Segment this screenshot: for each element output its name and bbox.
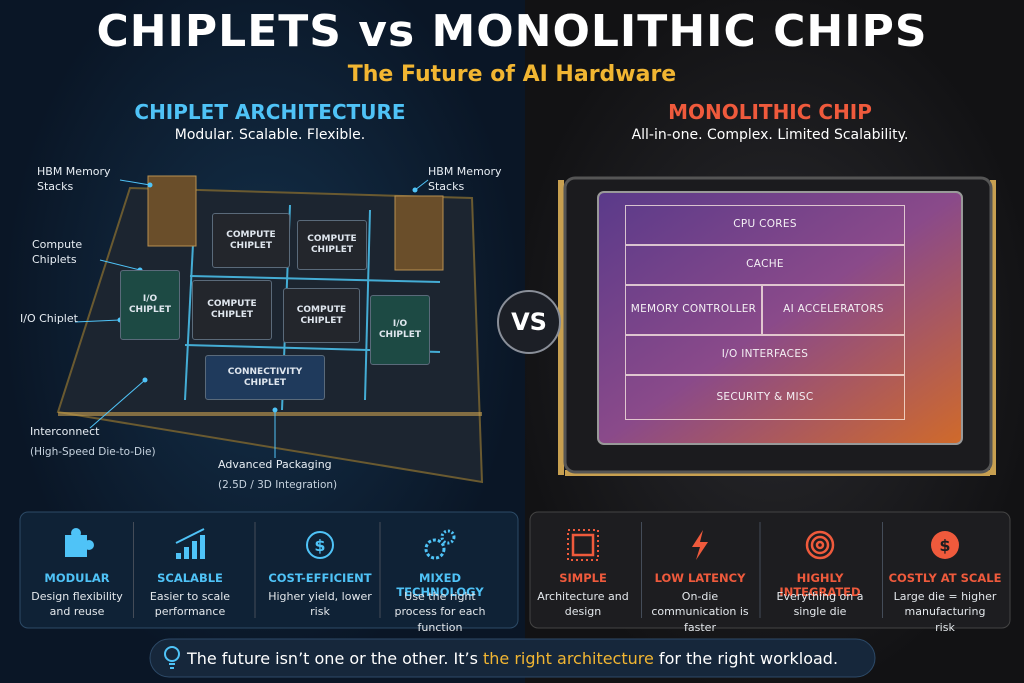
chiplet: CONNECTIVITY CHIPLET [205,355,325,400]
vs-label: VS [511,308,547,336]
icon [424,538,446,560]
icon [192,541,197,559]
icon [815,540,825,550]
feature-text: Higher yield, lower risk [268,590,372,619]
die-block: SECURITY & MISC [625,375,905,420]
right-title: MONOLITHIC CHIP [668,100,872,124]
icon [440,529,456,545]
feature-title: HIGHLY INTEGRATED [779,571,861,599]
callout-dot [147,182,153,188]
left-title: CHIPLET ARCHITECTURE [134,100,406,124]
callout-line [119,179,151,186]
title: CHIPLETS vs MONOLITHIC CHIPS [96,6,928,57]
callout-dot [412,187,418,193]
callout-label: (2.5D / 3D Integration) [218,479,338,491]
die-block: CPU CORES [625,205,905,245]
icon [65,535,87,557]
callout-label: HBM Memory Stacks [37,165,111,193]
feature-title: SCALABLE [157,571,223,585]
die-block: I/O INTERFACES [625,335,905,375]
icon [176,553,181,559]
icon [184,547,189,559]
chiplet: COMPUTE CHIPLET [212,213,290,268]
icon [567,529,599,561]
icon [931,531,959,559]
callout-line [99,259,141,271]
icon [306,531,334,559]
subtitle: The Future of AI Hardware [347,62,677,87]
feature-title: MODULAR [44,571,110,585]
die-block: AI ACCELERATORS [762,285,905,335]
callout-label: Compute Chiplets [32,238,83,266]
callout-dot [272,407,278,413]
feature-title: MIXED TECHNOLOGY [396,571,484,599]
callout-label: Advanced Packaging [218,458,332,471]
vs-badge [497,290,561,354]
feature-text: Use the right process for each function [394,590,486,634]
callout-label: HBM Memory Stacks [428,165,502,193]
icon [692,530,708,560]
feature-text: Design flexibility and reuse [31,590,123,619]
icon: $ [939,536,950,555]
footer-text-after: for the right workload. [653,649,839,668]
callout-label: I/O Chiplet [20,312,78,325]
feature-text: Large die = higher manufacturing risk [893,590,997,634]
feature-title: SIMPLE [559,571,607,585]
footer-pill [149,638,876,678]
die-block: MEMORY CONTROLLER [625,285,762,335]
callout-line [89,379,146,429]
icon [805,530,835,560]
footer-text: The future isn’t one or the other. It’s … [150,649,875,668]
feature-title: LOW LATENCY [654,571,746,585]
feature-title: COSTLY AT SCALE [888,571,1002,585]
icon [175,528,205,544]
chiplet: COMPUTE CHIPLET [297,220,367,270]
icon [571,533,595,557]
feature-title: COST-EFFICIENT [268,571,372,585]
callout-dot [142,377,148,383]
mono-die [597,191,963,445]
footer-highlight: the right architecture [483,649,654,668]
icon [200,535,205,559]
left-feature-panel [19,511,519,629]
chiplet: COMPUTE CHIPLET [192,280,272,340]
icon [71,528,81,538]
feature-text: Architecture and design [537,590,629,619]
chiplet: COMPUTE CHIPLET [283,288,360,343]
chiplet: I/O CHIPLET [370,295,430,365]
hbm-stacks [147,175,444,271]
callout-line [414,179,429,191]
chiplet: I/O CHIPLET [120,270,180,340]
bulb-icon [164,646,180,669]
left-tagline: Modular. Scalable. Flexible. [174,127,366,143]
icon [84,540,94,550]
callout-label: (High-Speed Die-to-Die) [30,446,156,458]
feature-text: Everything on a single die [776,590,864,619]
footer-text-before: The future isn’t one or the other. It’s [186,649,483,668]
right-feature-panel [529,511,1011,629]
right-tagline: All-in-one. Complex. Limited Scalability… [631,127,909,143]
die-block: CACHE [625,245,905,285]
icon: $ [314,536,325,555]
callout-line [74,319,121,323]
feature-text: Easier to scale performance [149,590,231,619]
icon [810,535,830,555]
feature-text: On-die communication is faster [651,590,749,634]
callout-label: Interconnect [30,425,100,438]
